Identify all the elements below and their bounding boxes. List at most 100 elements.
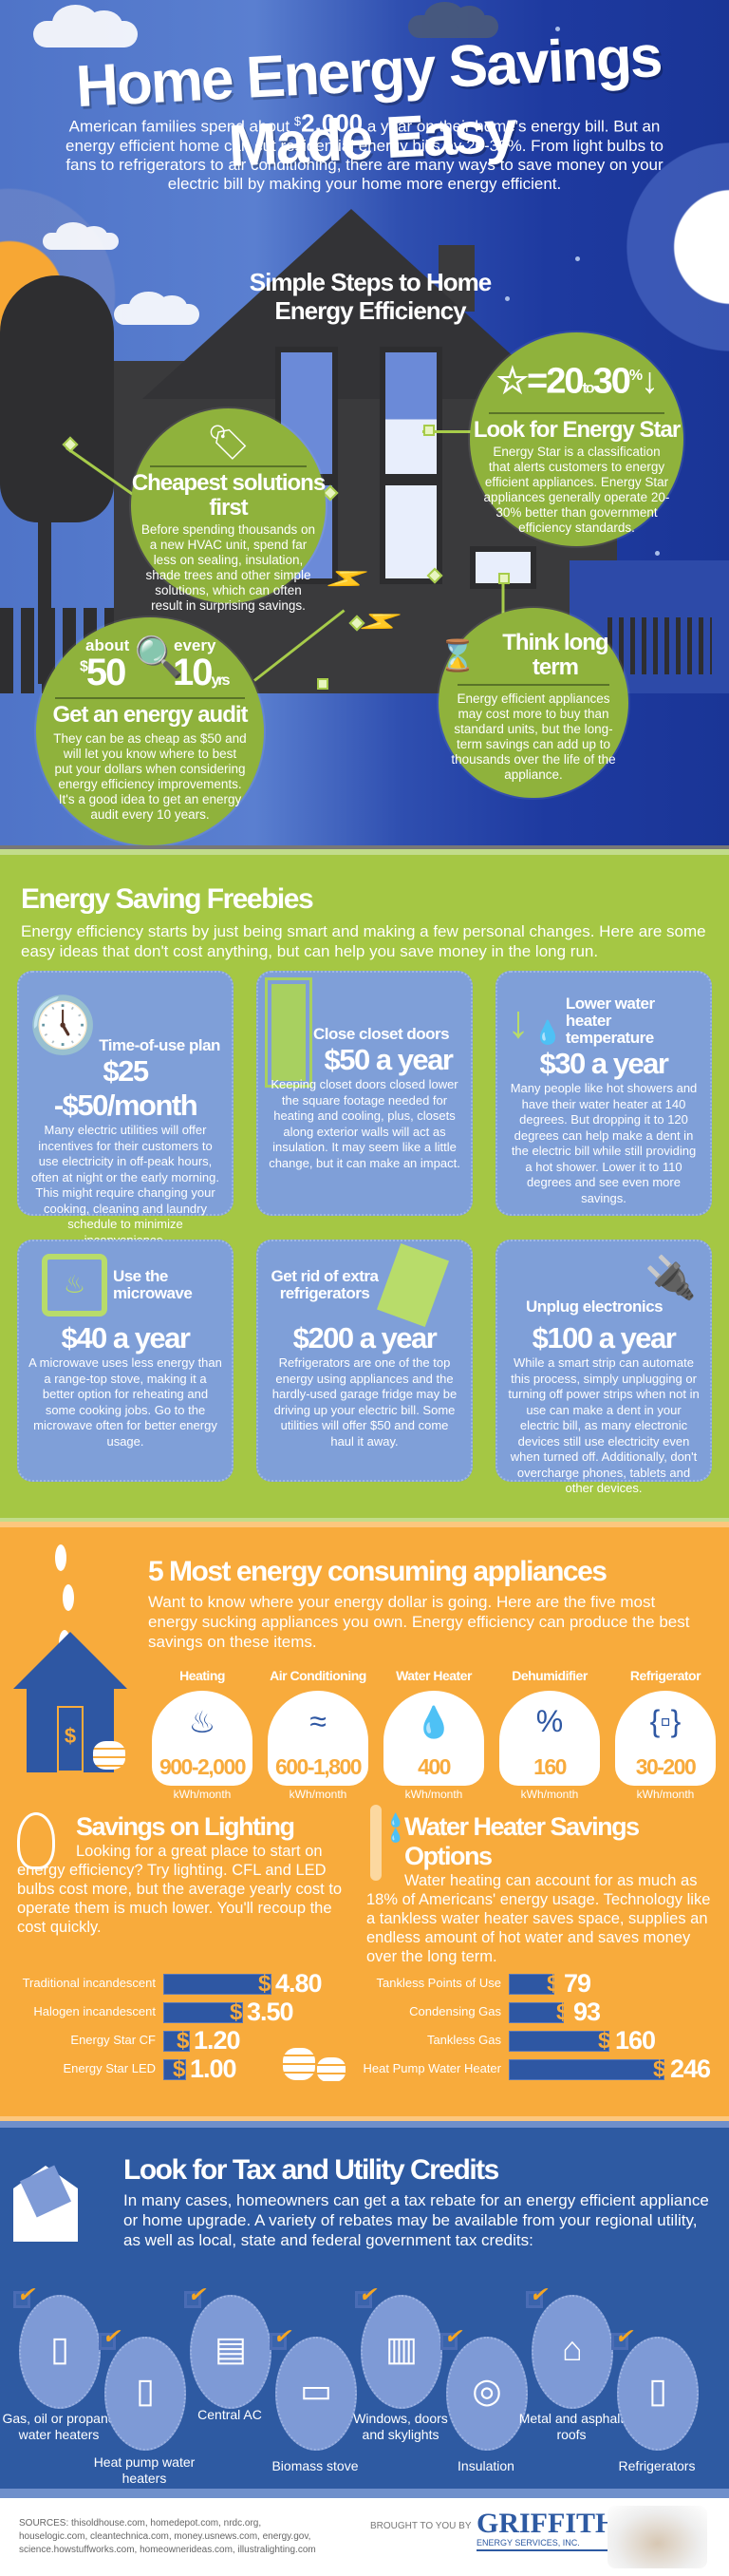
freebie-card: 🕔 Time-of-use plan $25 -$50/month Many e…	[17, 971, 234, 1247]
divider	[0, 1522, 729, 1527]
bubble-energy-audit: about $50 🔍 every 10yrs Get an energy au…	[36, 617, 264, 845]
sources-text: SOURCES: thisoldhouse.com, homedepot.com…	[19, 2518, 316, 2555]
stat-high: 30	[592, 361, 631, 402]
card-amount: $25 -$50/month	[53, 1054, 198, 1122]
water-drop-icon: 💧	[533, 1020, 562, 1046]
refrigerator-icon: {▫}	[649, 1704, 682, 1738]
window-icon: ▥	[384, 2329, 418, 2368]
appliance-heating: Heating ♨ 900-2,000 kWh/month	[152, 1668, 252, 1801]
checkbox-checked-icon	[270, 2324, 290, 2350]
griffith-logo[interactable]: GRIFFITH ENERGY SERVICES, INC.	[477, 2510, 618, 2551]
bubble-title: Cheapest solutions first	[131, 470, 326, 521]
freebie-card: Close closet doors $50 a year Keeping cl…	[256, 971, 473, 1216]
audit-years: 10	[173, 652, 213, 693]
section-title: 5 Most energy consuming appliances	[148, 1556, 608, 1587]
heat-icon: ♨	[188, 1705, 216, 1739]
freebies-section: Energy Saving Freebies Energy efficiency…	[0, 855, 729, 1520]
subsection-body: Looking for a great place to start on en…	[17, 1843, 343, 1936]
bar-value: 160	[615, 2026, 656, 2055]
fridge-dolly-icon	[376, 1242, 450, 1328]
appliance-unit: kWh/month	[520, 1788, 579, 1801]
star-dot	[655, 551, 660, 556]
cloud-icon	[114, 291, 199, 325]
card-amount: $30 a year	[539, 1047, 669, 1080]
divider	[0, 2116, 729, 2121]
credit-label: Gas, oil or propane water heaters	[2, 2411, 116, 2442]
credit-item: ▤ Central AC	[184, 2282, 271, 2422]
section-intro: Want to know where your energy dollar is…	[148, 1593, 690, 1651]
subsection-title: Savings on Lighting	[76, 1812, 295, 1841]
window	[380, 347, 442, 480]
clock-icon: 🕔	[28, 994, 98, 1056]
star-icon: ☆	[495, 361, 529, 402]
bubble-body: Energy efficient appliances may cost mor…	[451, 691, 616, 782]
dollar-sign: $	[293, 114, 302, 128]
girl-with-dog-photo	[608, 2506, 707, 2568]
dollar-sign: $	[80, 658, 88, 675]
card-title: Unplug electronics	[526, 1297, 664, 1316]
bubble-body: Before spending thousands on a new HVAC …	[140, 522, 316, 613]
checkbox-checked-icon	[184, 2282, 205, 2308]
connector-node	[423, 425, 435, 436]
card-amount: $100 a year	[532, 1321, 677, 1354]
lighting-block: Savings on Lighting Looking for a great …	[17, 1812, 359, 1937]
hourglass-icon: ⌛	[439, 638, 477, 672]
water-heater-icon: ▯	[50, 2329, 69, 2368]
bar-label: Energy Star LED	[63, 2061, 156, 2075]
down-arrow-icon: ↓	[507, 997, 530, 1048]
credit-item: ⌂ Metal and asphalt roofs	[519, 2282, 625, 2442]
refrigerator-icon: ▯	[648, 2371, 667, 2410]
appliances-section: $ 5 Most energy consuming appliances Wan…	[0, 1527, 729, 2116]
bar-value: 3.50	[247, 1998, 294, 2026]
freebie-card: ↓ 💧 Lower water heater temperature $30 a…	[495, 971, 712, 1216]
credit-label: Windows, doors and skylights	[353, 2411, 448, 2442]
bubble-title: Get an energy audit	[52, 702, 248, 728]
hero-section: Home Energy Savings Made Easy American f…	[0, 0, 729, 845]
bubble-think-long-term: ⌛ Think long term Energy efficient appli…	[439, 608, 628, 798]
credit-item: ▥ Windows, doors and skylights	[353, 2282, 448, 2442]
air-flow-icon: ≈	[309, 1704, 327, 1738]
divider	[0, 845, 729, 849]
coin-icon	[63, 1584, 74, 1611]
appliance-label: Dehumidifier	[512, 1668, 588, 1683]
heat-pump-icon: ▯	[136, 2371, 155, 2410]
credit-item: ▯ Gas, oil or propane water heaters	[2, 2282, 115, 2442]
coin-stack-icon	[93, 1741, 125, 1770]
freebie-card: ♨ Use the microwave $40 a year A microwa…	[17, 1240, 234, 1482]
bar-label: Heat Pump Water Heater	[363, 2061, 501, 2075]
card-body: Many electric utilities will offer incen…	[30, 1123, 219, 1247]
stove-icon: ▭	[299, 2371, 332, 2410]
bar-label: Traditional incandescent	[22, 1976, 156, 1990]
appliance-label: Refrigerator	[629, 1668, 701, 1683]
credit-label: Central AC	[197, 2407, 262, 2422]
bar-label: Tankless Points of Use	[376, 1976, 501, 1990]
credit-item: ▯ Heat pump water heaters	[94, 2324, 196, 2486]
footer: SOURCES: thisoldhouse.com, homedepot.com…	[0, 2498, 729, 2576]
subsection-body: Water heating can account for as much as…	[366, 1872, 711, 1965]
water-drops-icon: 💧 💧	[387, 1812, 404, 1843]
bar-value: 1.00	[190, 2055, 237, 2083]
checkbox-checked-icon	[526, 2282, 547, 2308]
checkbox-checked-icon	[99, 2324, 120, 2350]
card-body: Keeping closet doors closed lower the sq…	[269, 1077, 460, 1170]
credit-item: ▭ Biomass stove	[270, 2324, 359, 2473]
light-bulb-icon	[17, 1812, 55, 1869]
cloud-icon	[33, 5, 138, 47]
freebie-card: Get rid of extra refrigerators $200 a ye…	[256, 1240, 473, 1482]
appliance-value: 400	[418, 1754, 451, 1779]
window-fridge	[380, 480, 442, 584]
credit-item: ◎ Insulation	[440, 2324, 528, 2473]
card-title: Get rid of extra refrigerators	[271, 1267, 379, 1302]
stat-pct: %	[628, 368, 643, 384]
water-heater-block: 💧 💧 Water Heater Savings Options Water he…	[366, 1805, 718, 1966]
credit-label: Heat pump water heaters	[93, 2454, 196, 2486]
checkbox-checked-icon	[13, 2282, 34, 2308]
appliance-value: 600-1,800	[274, 1754, 363, 1779]
cloud-icon	[408, 1, 498, 38]
section-intro: Energy efficiency starts by just being s…	[21, 922, 706, 960]
bar-value: 79	[564, 1969, 591, 1998]
years-unit: yrs	[211, 672, 231, 689]
tree-icon	[0, 275, 114, 522]
logo-subtitle: ENERGY SERVICES, INC.	[477, 2538, 618, 2551]
price-tag-icon: 🏷	[206, 423, 251, 462]
